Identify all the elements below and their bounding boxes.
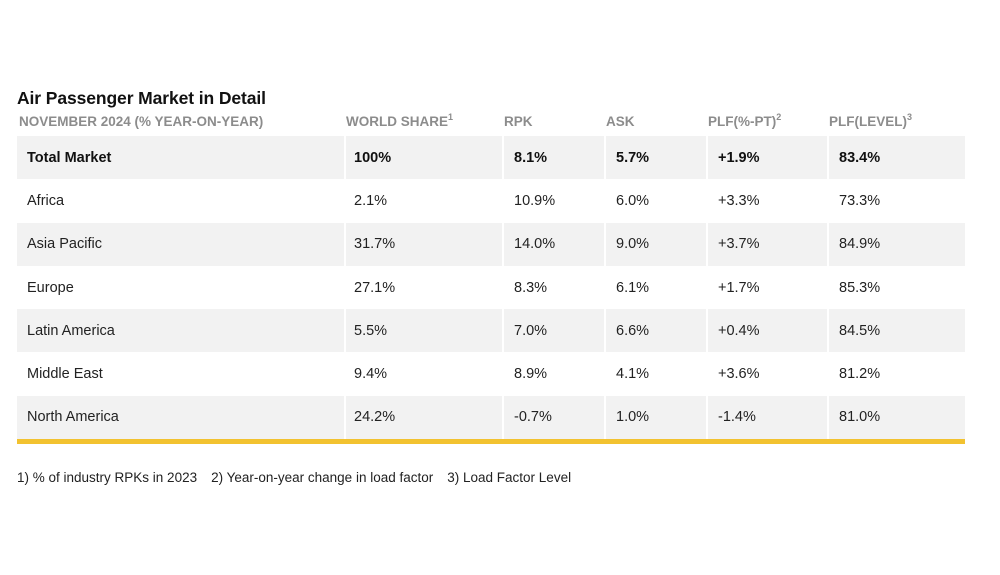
cell-plf-pt: +0.4% <box>708 309 829 353</box>
cell-rpk: 8.3% <box>514 279 548 296</box>
table-row-asia-pacific: Asia Pacific 31.7% 14.0% 9.0% +3.7% 84.9… <box>17 222 965 266</box>
market-detail-table-section: Air Passenger Market in Detail NOVEMBER … <box>17 86 965 445</box>
table-title: Air Passenger Market in Detail <box>17 88 266 108</box>
column-header-period: NOVEMBER 2024 (% YEAR-ON-YEAR) <box>19 114 264 129</box>
cell-plf-level: 83.4% <box>839 149 881 166</box>
table-row-europe: Europe 27.1% 8.3% 6.1% +1.7% 85.3% <box>17 266 965 309</box>
cell-region: Asia Pacific <box>17 222 346 266</box>
cell-region: Total Market <box>17 136 346 180</box>
cell-ask: 6.6% <box>606 309 708 353</box>
cell-world-share: 31.7% <box>346 222 504 266</box>
cell-ask: 5.7% <box>606 136 708 180</box>
column-header-plf-pt: PLF(%-PT)2 <box>708 111 782 129</box>
cell-ask: 6.1% <box>616 279 650 296</box>
table-row-middle-east: Middle East 9.4% 8.9% 4.1% +3.6% 81.2% <box>17 352 965 395</box>
cell-region: North America <box>17 395 346 440</box>
footnotes: 1) % of industry RPKs in 2023 2) Year-on… <box>17 470 571 485</box>
footnote-3: 3) Load Factor Level <box>447 470 572 485</box>
cell-plf-level: 85.3% <box>839 279 881 296</box>
cell-rpk: 8.9% <box>514 366 548 383</box>
cell-rpk: 14.0% <box>504 222 606 266</box>
cell-plf-pt: +3.3% <box>718 192 760 209</box>
cell-region: Latin America <box>17 309 346 353</box>
cell-ask: 6.0% <box>616 192 650 209</box>
cell-world-share: 24.2% <box>346 395 504 440</box>
cell-plf-level: 84.5% <box>839 322 881 339</box>
column-header-ask: ASK <box>606 114 635 129</box>
cell-plf-level: 73.3% <box>839 192 881 209</box>
cell-rpk: 10.9% <box>514 192 556 209</box>
cell-world-share: 5.5% <box>346 309 504 353</box>
column-header-plf-level: PLF(LEVEL)3 <box>829 111 913 129</box>
footnote-1: 1) % of industry RPKs in 2023 <box>17 470 198 485</box>
table-row-total-market: Total Market 100% 8.1% 5.7% +1.9% 83.4% <box>17 136 965 180</box>
data-table: Total Market 100% 8.1% 5.7% +1.9% 83.4% … <box>17 136 965 445</box>
cell-rpk: 8.1% <box>504 136 606 180</box>
cell-ask: 1.0% <box>606 395 708 440</box>
cell-region: Africa <box>27 192 65 209</box>
cell-plf-level: 81.2% <box>839 366 881 383</box>
footnote-2: 2) Year-on-year change in load factor <box>211 470 434 485</box>
cell-ask: 4.1% <box>616 366 650 383</box>
cell-plf-pt: +3.6% <box>718 366 760 383</box>
cell-rpk: 7.0% <box>504 309 606 353</box>
cell-rpk: -0.7% <box>504 395 606 440</box>
cell-world-share: 2.1% <box>354 192 388 209</box>
cell-region: Middle East <box>27 366 103 383</box>
cell-plf-pt: +1.9% <box>708 136 829 180</box>
cell-plf-pt: +1.7% <box>718 279 760 296</box>
cell-plf-pt: +3.7% <box>708 222 829 266</box>
table-row-latin-america: Latin America 5.5% 7.0% 6.6% +0.4% 84.5% <box>17 309 965 353</box>
cell-region: Europe <box>27 279 74 296</box>
cell-world-share: 100% <box>346 136 504 180</box>
table-row-africa: Africa 2.1% 10.9% 6.0% +3.3% 73.3% <box>17 179 965 222</box>
cell-ask: 9.0% <box>606 222 708 266</box>
column-header-rpk: RPK <box>504 114 533 129</box>
column-header-row: NOVEMBER 2024 (% YEAR-ON-YEAR) WORLD SHA… <box>17 110 965 136</box>
cell-plf-level: 84.9% <box>839 236 881 253</box>
table-row-north-america: North America 24.2% -0.7% 1.0% -1.4% 81.… <box>17 395 965 440</box>
cell-world-share: 27.1% <box>354 279 396 296</box>
cell-world-share: 9.4% <box>354 366 388 383</box>
cell-plf-pt: -1.4% <box>708 395 829 440</box>
cell-plf-level: 81.0% <box>839 409 881 426</box>
column-header-world-share: WORLD SHARE1 <box>346 111 454 129</box>
